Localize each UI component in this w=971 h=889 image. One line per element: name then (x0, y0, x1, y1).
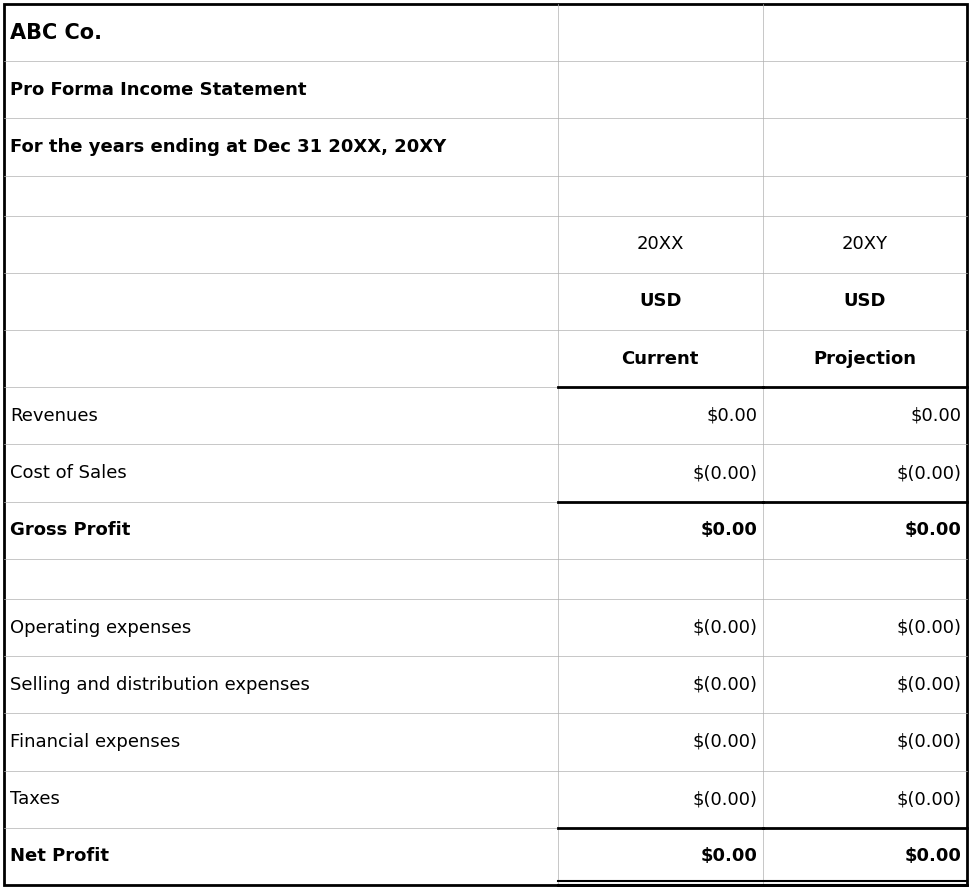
Text: Cost of Sales: Cost of Sales (10, 464, 126, 482)
Text: USD: USD (844, 292, 887, 310)
Text: $(0.00): $(0.00) (896, 790, 961, 808)
Text: Net Profit: Net Profit (10, 847, 109, 865)
Text: $(0.00): $(0.00) (692, 790, 757, 808)
Text: $(0.00): $(0.00) (896, 676, 961, 693)
Text: Projection: Projection (814, 349, 917, 368)
Text: Taxes: Taxes (10, 790, 59, 808)
Text: Gross Profit: Gross Profit (10, 521, 130, 540)
Text: $(0.00): $(0.00) (896, 464, 961, 482)
Text: Current: Current (621, 349, 699, 368)
Text: $0.00: $0.00 (700, 847, 757, 865)
Text: $0.00: $0.00 (904, 521, 961, 540)
Text: Financial expenses: Financial expenses (10, 733, 180, 751)
Text: For the years ending at Dec 31 20XX, 20XY: For the years ending at Dec 31 20XX, 20X… (10, 138, 446, 156)
Text: Operating expenses: Operating expenses (10, 619, 191, 637)
Text: $(0.00): $(0.00) (692, 676, 757, 693)
Text: $0.00: $0.00 (910, 407, 961, 425)
Text: 20XX: 20XX (637, 236, 684, 253)
Text: Selling and distribution expenses: Selling and distribution expenses (10, 676, 310, 693)
Text: $(0.00): $(0.00) (692, 464, 757, 482)
Text: $(0.00): $(0.00) (896, 619, 961, 637)
Text: ABC Co.: ABC Co. (10, 22, 102, 43)
Text: $0.00: $0.00 (700, 521, 757, 540)
Text: $(0.00): $(0.00) (692, 733, 757, 751)
Text: $(0.00): $(0.00) (896, 733, 961, 751)
Text: Pro Forma Income Statement: Pro Forma Income Statement (10, 81, 306, 99)
Text: $0.00: $0.00 (706, 407, 757, 425)
Text: 20XY: 20XY (842, 236, 888, 253)
Text: Revenues: Revenues (10, 407, 98, 425)
Text: $(0.00): $(0.00) (692, 619, 757, 637)
Text: USD: USD (639, 292, 682, 310)
Text: $0.00: $0.00 (904, 847, 961, 865)
